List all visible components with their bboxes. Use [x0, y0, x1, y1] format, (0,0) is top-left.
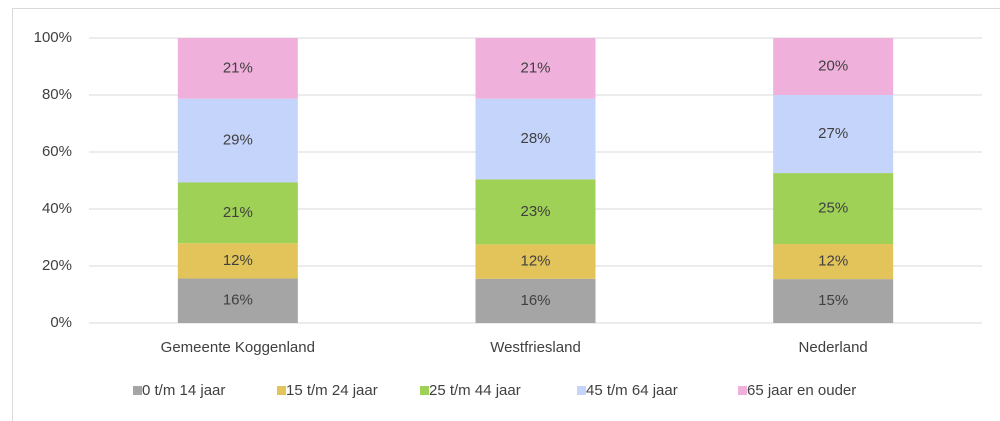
x-tick-label: Nederland [799, 339, 868, 356]
bar-segment [773, 279, 894, 323]
data-label: 21% [520, 59, 550, 76]
legend-label: 45 t/m 64 jaar [586, 382, 678, 399]
data-label: 21% [223, 59, 253, 76]
bar-segment [475, 98, 596, 180]
data-label: 16% [223, 292, 253, 309]
bar-segment [475, 179, 596, 245]
data-label: 25% [818, 200, 848, 217]
bar-segment [475, 38, 596, 99]
data-label: 21% [223, 204, 253, 221]
bar-segment [177, 182, 298, 244]
legend-label: 65 jaar en ouder [747, 382, 856, 399]
data-label: 16% [520, 292, 550, 309]
bar-segment [773, 38, 894, 95]
legend-swatch [738, 386, 747, 395]
y-tick-label: 80% [42, 86, 72, 103]
bar-segment [177, 38, 298, 99]
x-tick-label: Gemeente Koggenland [161, 339, 315, 356]
bar-segment [773, 95, 894, 174]
y-tick-label: 0% [50, 314, 72, 331]
x-tick-label: Westfriesland [490, 339, 581, 356]
bar-segment [475, 278, 596, 323]
legend-label: 25 t/m 44 jaar [429, 382, 521, 399]
y-tick-label: 40% [42, 200, 72, 217]
data-label: 20% [818, 57, 848, 74]
bar-segment [773, 244, 894, 280]
data-label: 12% [818, 253, 848, 270]
data-label: 23% [520, 203, 550, 220]
data-label: 15% [818, 292, 848, 309]
y-tick-label: 60% [42, 143, 72, 160]
bar-segment [773, 173, 894, 245]
bar-segment [177, 243, 298, 279]
legend-label: 15 t/m 24 jaar [286, 382, 378, 399]
y-tick-label: 20% [42, 257, 72, 274]
data-label: 27% [818, 125, 848, 142]
bar-segment [475, 244, 596, 279]
data-label: 12% [520, 253, 550, 270]
data-label: 28% [520, 130, 550, 147]
legend-swatch [577, 386, 586, 395]
chart-border [12, 8, 1000, 421]
legend-label: 0 t/m 14 jaar [142, 382, 225, 399]
bar-segment [177, 98, 298, 183]
y-tick-label: 100% [34, 29, 72, 46]
bar-segment [177, 278, 298, 323]
legend-swatch [420, 386, 429, 395]
legend-swatch [277, 386, 286, 395]
data-label: 12% [223, 252, 253, 269]
legend-swatch [133, 386, 142, 395]
data-label: 29% [223, 132, 253, 149]
